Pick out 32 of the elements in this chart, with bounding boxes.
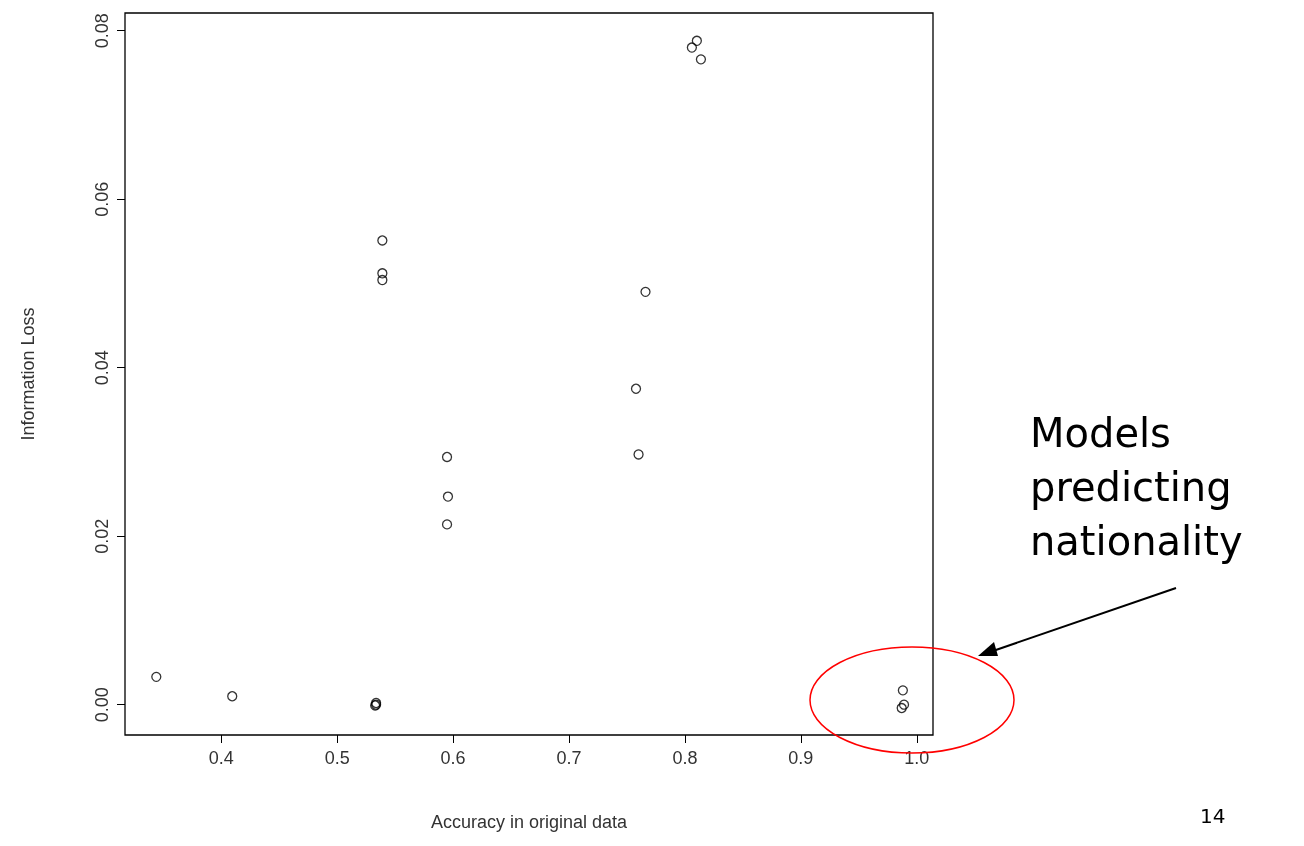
point (377, 274, 388, 286)
x-tick-label: 0.7 (556, 748, 582, 768)
point (227, 691, 238, 702)
x-axis-title: Accuracy in original data (430, 812, 629, 832)
x-tick-label: 0.5 (324, 748, 350, 768)
y-tick-label: 0.00 (92, 687, 112, 723)
point (897, 685, 909, 696)
point (640, 286, 651, 298)
point (377, 268, 388, 279)
x-tick-label: 0.6 (440, 748, 466, 768)
y-axis-title: Information Loss (18, 307, 38, 441)
x-tick-label: 0.9 (788, 748, 814, 768)
point (691, 35, 703, 46)
x-tick-label: 0.8 (672, 748, 698, 768)
point (633, 449, 644, 460)
point (441, 519, 453, 530)
point (686, 42, 698, 53)
point (695, 54, 707, 65)
point (442, 491, 454, 502)
point (377, 235, 388, 246)
y-tick-label: 0.06 (92, 181, 112, 217)
y-tick-label: 0.08 (92, 13, 112, 49)
y-tick-label: 0.02 (92, 518, 112, 554)
point (898, 699, 910, 710)
text: Models predicting nationality (1030, 409, 1244, 566)
x-tick-label: 0.4 (208, 748, 234, 768)
text: 14 (1200, 804, 1226, 828)
point (630, 383, 642, 394)
point (441, 451, 453, 463)
point (151, 671, 162, 683)
point (896, 702, 907, 714)
y-tick-label: 0.04 (92, 350, 112, 386)
